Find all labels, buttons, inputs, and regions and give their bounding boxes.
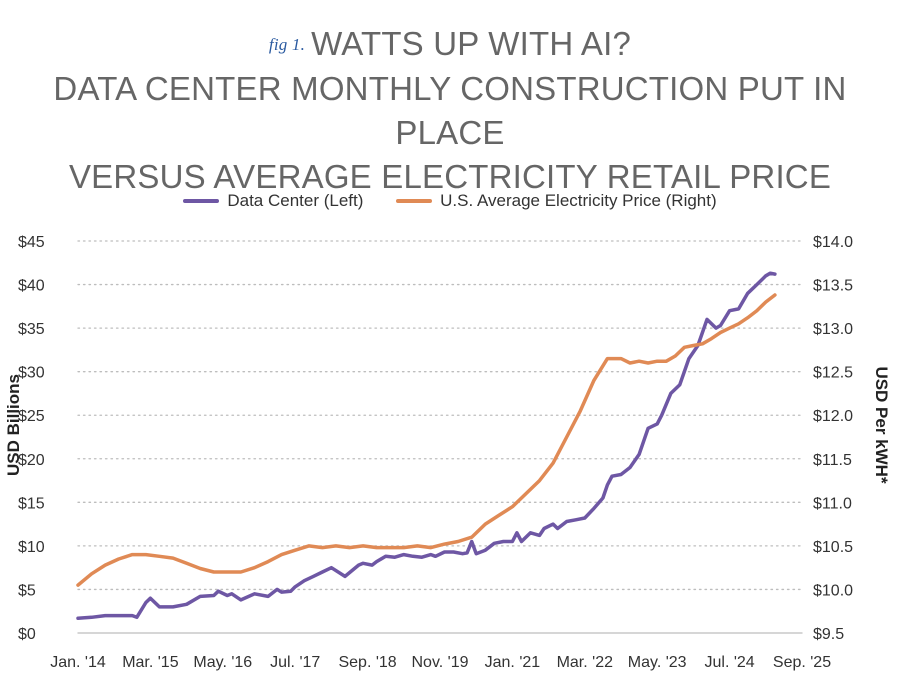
legend-swatch-electricity-price [396, 199, 433, 203]
y-tick-right: $9.5 [813, 626, 844, 643]
left-axis-ticks: $0 $5 $10 $15 $20 $25 $30 $35 $40 $45 [18, 234, 45, 643]
legend-label-electricity-price: U.S. Average Electricity Price (Right) [440, 191, 717, 210]
y-axis-title-right: USD Per kWH* [872, 366, 891, 484]
x-tick: Nov. '19 [411, 654, 468, 671]
y-tick-right: $11.0 [813, 495, 852, 512]
y-tick-left: $30 [18, 365, 45, 382]
y-tick-right: $10.5 [813, 539, 853, 556]
y-tick-left: $45 [18, 234, 45, 251]
y-tick-left: $5 [18, 582, 36, 599]
x-tick: Sep. '18 [338, 654, 396, 671]
x-tick: May. '23 [628, 654, 687, 671]
y-tick-left: $25 [18, 408, 45, 425]
y-tick-left: $15 [18, 495, 45, 512]
series-lines [76, 271, 777, 620]
series-line-electricity-price [76, 293, 777, 587]
chart-title: fig 1. WATTS UP WITH AI? DATA CENTER MONT… [0, 22, 900, 199]
title-line-1: fig 1. WATTS UP WITH AI? [0, 22, 900, 67]
series-line-data-center [76, 271, 777, 620]
y-tick-right: $12.0 [813, 408, 853, 425]
y-tick-right: $13.5 [813, 278, 853, 295]
figure-label: fig 1. [268, 35, 306, 54]
legend-item-data-center: Data Center (Left) [183, 191, 363, 211]
gridlines [77, 240, 803, 634]
title-line-2: DATA CENTER MONTHLY CONSTRUCTION PUT IN … [53, 70, 847, 151]
x-tick: Mar. '15 [122, 654, 179, 671]
title-main: WATTS UP WITH AI? [311, 25, 632, 62]
y-tick-right: $12.5 [813, 365, 853, 382]
y-tick-left: $35 [18, 321, 45, 338]
chart-legend: Data Center (Left) U.S. Average Electric… [0, 188, 900, 211]
y-tick-right: $14.0 [813, 234, 853, 251]
x-tick: Sep. '25 [773, 654, 831, 671]
legend-label-data-center: Data Center (Left) [227, 191, 364, 210]
legend-swatch-data-center [183, 199, 220, 203]
x-tick: May. '16 [193, 654, 252, 671]
y-axis-title-left: USD Billions [4, 374, 23, 476]
y-tick-left: $0 [18, 626, 36, 643]
title-line-3: VERSUS AVERAGE ELECTRICITY RETAIL PRICE [68, 158, 832, 195]
y-tick-right: $13.0 [813, 321, 853, 338]
x-tick: Mar. '22 [557, 654, 614, 671]
y-tick-left: $40 [18, 278, 45, 295]
y-tick-left: $10 [18, 539, 45, 556]
right-axis-ticks: $9.5 $10.0 $10.5 $11.0 $11.5 $12.0 $12.5 $13.0 $… [813, 234, 853, 643]
y-tick-right: $11.5 [813, 452, 852, 469]
x-tick: Jan. '21 [485, 654, 541, 671]
y-tick-right: $10.0 [813, 582, 853, 599]
legend-item-electricity-price: U.S. Average Electricity Price (Right) [396, 191, 717, 211]
x-tick: Jan. '14 [50, 654, 106, 671]
x-tick: Jul. '24 [704, 654, 754, 671]
x-axis-ticks: Jan. '14 Mar. '15 May. '16 Jul. '17 Sep. '18… [50, 654, 831, 671]
x-tick: Jul. '17 [270, 654, 320, 671]
y-tick-left: $20 [18, 452, 45, 469]
